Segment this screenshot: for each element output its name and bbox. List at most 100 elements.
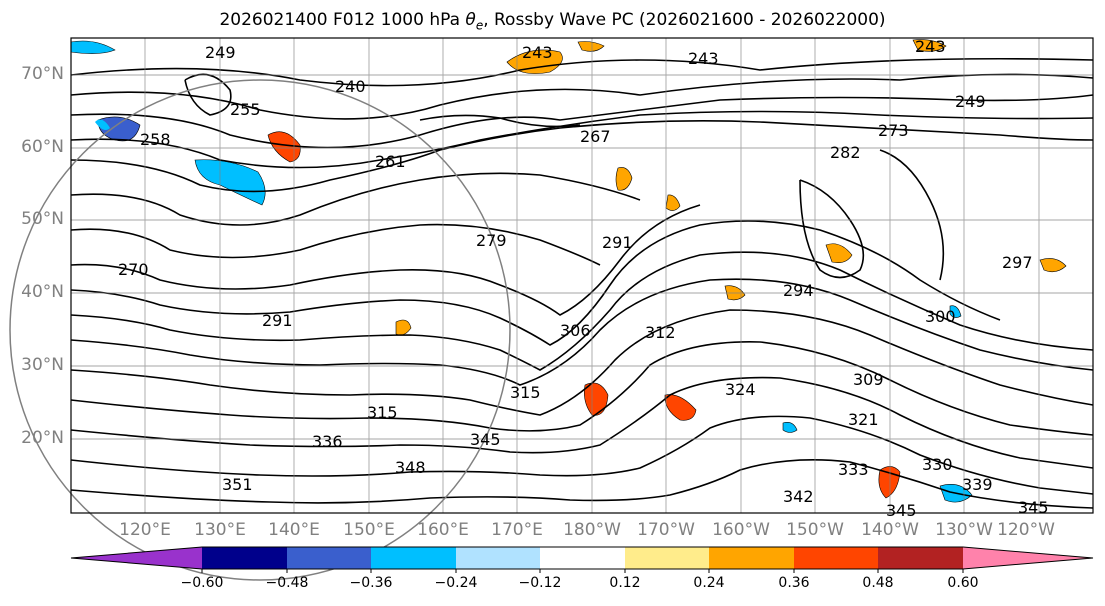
lon-label: 140°E bbox=[268, 520, 320, 540]
contour-label: 339 bbox=[962, 475, 993, 494]
contour-label: 267 bbox=[580, 127, 611, 146]
positive-anomaly-patch bbox=[1039, 258, 1067, 273]
contour-label: 273 bbox=[878, 121, 909, 140]
lon-label: 120°W bbox=[997, 520, 1055, 540]
map-border bbox=[70, 37, 1094, 514]
lat-label: 70°N bbox=[21, 64, 64, 84]
colorbar-segment bbox=[963, 547, 1093, 569]
colorbar-segment bbox=[287, 547, 371, 569]
contour-label: 240 bbox=[335, 77, 366, 96]
contour-label: 345 bbox=[470, 430, 501, 449]
contour-label: 345 bbox=[1018, 498, 1049, 517]
negative-anomaly-patch bbox=[782, 422, 798, 433]
contour-label: 306 bbox=[560, 321, 591, 340]
colorbar-segment bbox=[371, 547, 456, 569]
negative-anomaly-patch bbox=[194, 159, 266, 206]
lon-label: 120°E bbox=[119, 520, 171, 540]
lon-label: 180°W bbox=[563, 520, 621, 540]
colorbar-segment bbox=[625, 547, 709, 569]
contour-label: 261 bbox=[375, 152, 406, 171]
contour-label-group: 243 249 240 243 243 249 258 255 261 267 … bbox=[118, 37, 1049, 520]
lon-label: 130°W bbox=[935, 520, 993, 540]
contour-label: 309 bbox=[853, 370, 884, 389]
contour-label: 294 bbox=[783, 281, 814, 300]
colorbar-segment bbox=[878, 547, 963, 569]
contour-label: 258 bbox=[140, 130, 171, 149]
colorbar-segment bbox=[540, 547, 625, 569]
colorbar-tick-label: −0.24 bbox=[434, 575, 478, 591]
colorbar-segment bbox=[456, 547, 540, 569]
lat-label: 50°N bbox=[21, 209, 64, 229]
contour-label: 351 bbox=[222, 475, 253, 494]
colorbar-tick-label: −0.60 bbox=[180, 575, 224, 591]
contour-label: 321 bbox=[848, 410, 879, 429]
colorbar-tick-label: −0.48 bbox=[265, 575, 309, 591]
lat-label: 30°N bbox=[21, 355, 64, 375]
contour-label: 291 bbox=[262, 311, 293, 330]
gridlines bbox=[71, 38, 1093, 513]
lon-label: 130°E bbox=[194, 520, 246, 540]
colorbar-tick-label: 0.60 bbox=[947, 575, 979, 591]
colorbar-segment bbox=[202, 547, 287, 569]
lat-label: 40°N bbox=[21, 282, 64, 302]
contour-label: 312 bbox=[645, 323, 676, 342]
colorbar-segment bbox=[709, 547, 794, 569]
contour-label: 348 bbox=[395, 458, 426, 477]
anomaly-shading bbox=[70, 39, 1067, 503]
contour-label: 249 bbox=[955, 92, 986, 111]
lon-label: 160°E bbox=[417, 520, 469, 540]
contour-label: 282 bbox=[830, 143, 861, 162]
contour-label: 324 bbox=[725, 380, 756, 399]
contour-label: 243 bbox=[688, 49, 719, 68]
colorbar-tick-label: 0.36 bbox=[778, 575, 810, 591]
contour-label: 315 bbox=[510, 383, 541, 402]
lon-label: 140°W bbox=[861, 520, 919, 540]
negative-anomaly-patch bbox=[95, 119, 110, 130]
lon-label: 150°E bbox=[343, 520, 395, 540]
contour-label: 291 bbox=[602, 233, 633, 252]
negative-anomaly-patch bbox=[70, 40, 116, 54]
lon-label: 160°W bbox=[712, 520, 770, 540]
positive-anomaly-patch bbox=[584, 382, 609, 416]
colorbar-tick-label: 0.48 bbox=[862, 575, 894, 591]
contour-label: 333 bbox=[838, 460, 869, 479]
contour-label: 297 bbox=[1002, 253, 1033, 272]
colorbar-segment bbox=[71, 547, 202, 569]
lon-label: 170°W bbox=[637, 520, 695, 540]
figure-title: 2026021400 F012 1000 hPa θe, Rossby Wave… bbox=[219, 10, 886, 33]
contour-label: 243 bbox=[915, 37, 946, 56]
colorbar-segment bbox=[794, 547, 878, 569]
contour-label: 336 bbox=[312, 432, 343, 451]
lat-label: 60°N bbox=[21, 137, 64, 157]
colorbar-tick-label: −0.12 bbox=[518, 575, 562, 591]
positive-anomaly-patch bbox=[267, 131, 301, 163]
positive-anomaly-patch bbox=[577, 41, 605, 52]
projection-circle bbox=[9, 79, 511, 581]
positive-anomaly-patch bbox=[912, 39, 947, 52]
contour-label: 345 bbox=[886, 501, 917, 520]
positive-anomaly-patch bbox=[664, 394, 697, 421]
lat-label: 20°N bbox=[21, 428, 64, 448]
contour-label: 255 bbox=[230, 100, 261, 119]
contour-label: 279 bbox=[476, 231, 507, 250]
contour-label: 270 bbox=[118, 260, 149, 279]
negative-anomaly-patch bbox=[949, 305, 962, 318]
positive-anomaly-patch bbox=[506, 49, 563, 74]
colorbar-tick-label: 0.24 bbox=[693, 575, 725, 591]
positive-anomaly-patch bbox=[615, 167, 633, 191]
contour-label: 315 bbox=[367, 403, 398, 422]
contour-label: 300 bbox=[925, 307, 956, 326]
contour-label: 330 bbox=[922, 455, 953, 474]
positive-anomaly-patch bbox=[665, 194, 681, 211]
negative-anomaly-patch bbox=[97, 116, 141, 142]
colorbar bbox=[70, 546, 1094, 573]
lon-label: 170°E bbox=[491, 520, 543, 540]
contour-label: 342 bbox=[783, 487, 814, 506]
colorbar-tick-label: 0.12 bbox=[609, 575, 641, 591]
lon-label: 150°W bbox=[786, 520, 844, 540]
positive-anomaly-patch bbox=[825, 243, 853, 263]
colorbar-tick-label: −0.36 bbox=[349, 575, 393, 591]
contour-label: 243 bbox=[522, 43, 553, 62]
contour-label: 249 bbox=[205, 43, 236, 62]
